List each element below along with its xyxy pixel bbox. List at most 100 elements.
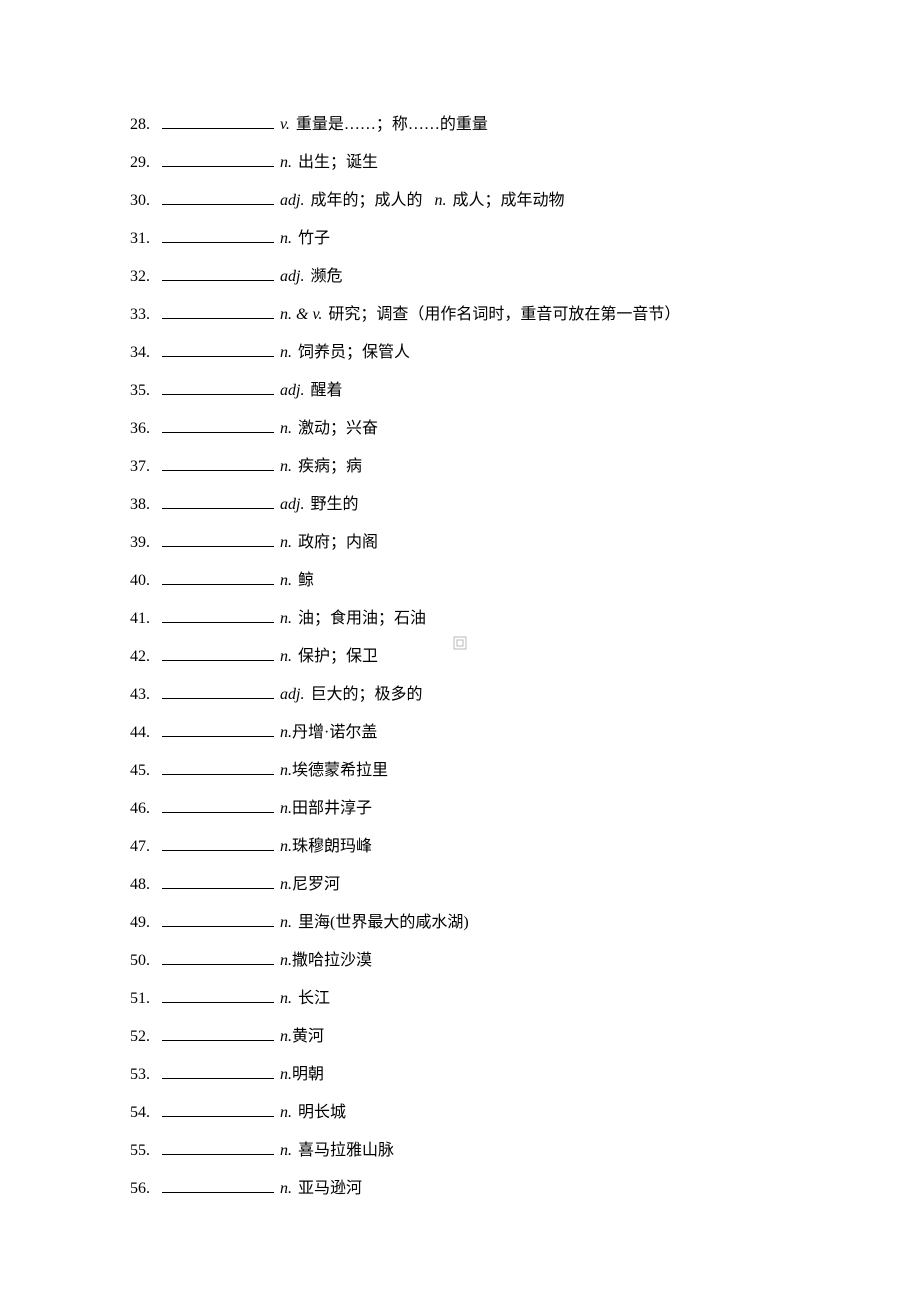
- fill-in-blank: [162, 723, 274, 737]
- vocab-row: 32. adj. 濒危: [130, 267, 920, 285]
- definition: 尼罗河: [292, 877, 340, 893]
- vocab-row: 33.n. & v. 研究；调查（用作名词时，重音可放在第一音节）: [130, 305, 920, 323]
- definition: 喜马拉雅山脉: [298, 1143, 394, 1159]
- vocab-row: 40.n.鲸: [130, 571, 920, 589]
- vocab-row: 35. adj. 醒着: [130, 381, 920, 399]
- entry-number: 56.: [130, 1181, 160, 1197]
- entry-number: 47.: [130, 839, 160, 855]
- part-of-speech: n.: [280, 1067, 292, 1083]
- vocab-row: 29.n.出生；诞生: [130, 153, 920, 171]
- vocab-row: 53.n.明朝: [130, 1065, 920, 1083]
- entry-number: 50.: [130, 953, 160, 969]
- part-of-speech: v.: [280, 117, 290, 133]
- vocab-row: 43. adj. 巨大的；极多的: [130, 685, 920, 703]
- definition: 鲸: [298, 573, 314, 589]
- part-of-speech: adj.: [280, 269, 304, 285]
- vocab-row: 42.n.保护；保卫: [130, 647, 920, 665]
- vocab-row: 52.n.黄河: [130, 1027, 920, 1045]
- entry-number: 32.: [130, 269, 160, 285]
- entry-number: 28.: [130, 117, 160, 133]
- vocab-row: 28. v. 重量是……；称……的重量: [130, 115, 920, 133]
- entry-number: 42.: [130, 649, 160, 665]
- definition: 重量是……；称……的重量: [296, 117, 488, 133]
- part-of-speech: n.: [280, 611, 292, 627]
- entry-number: 51.: [130, 991, 160, 1007]
- part-of-speech: n.: [280, 953, 292, 969]
- entry-number: 54.: [130, 1105, 160, 1121]
- definition: 政府；内阁: [298, 535, 378, 551]
- fill-in-blank: [162, 419, 274, 433]
- part-of-speech: adj.: [280, 687, 304, 703]
- vocab-row: 45.n.埃德蒙希拉里: [130, 761, 920, 779]
- fill-in-blank: [162, 229, 274, 243]
- fill-in-blank: [162, 115, 274, 129]
- definition: 撒哈拉沙漠: [292, 953, 372, 969]
- entry-number: 33.: [130, 307, 160, 323]
- fill-in-blank: [162, 305, 274, 319]
- fill-in-blank: [162, 457, 274, 471]
- part-of-speech: n.: [280, 1181, 292, 1197]
- vocab-row: 46.n.田部井淳子: [130, 799, 920, 817]
- definition: 醒着: [310, 383, 342, 399]
- part-of-speech: n.: [280, 725, 292, 741]
- entry-number: 49.: [130, 915, 160, 931]
- fill-in-blank: [162, 343, 274, 357]
- fill-in-blank: [162, 685, 274, 699]
- entry-number: 40.: [130, 573, 160, 589]
- part-of-speech: n.: [280, 801, 292, 817]
- fill-in-blank: [162, 571, 274, 585]
- entry-number: 38.: [130, 497, 160, 513]
- fill-in-blank: [162, 1065, 274, 1079]
- part-of-speech: adj.: [280, 383, 304, 399]
- definition: 濒危: [310, 269, 342, 285]
- part-of-speech: n.: [280, 839, 292, 855]
- part-of-speech: n.: [280, 1143, 292, 1159]
- part-of-speech: adj.: [280, 497, 304, 513]
- fill-in-blank: [162, 533, 274, 547]
- vocab-row: 36.n.激动；兴奋: [130, 419, 920, 437]
- fill-in-blank: [162, 951, 274, 965]
- part-of-speech: n.: [280, 763, 292, 779]
- entry-number: 44.: [130, 725, 160, 741]
- definition: 长江: [298, 991, 330, 1007]
- part-of-speech: adj.: [280, 193, 304, 209]
- part-of-speech: n.: [280, 1105, 292, 1121]
- vocab-row: 34.n.饲养员；保管人: [130, 343, 920, 361]
- entry-number: 39.: [130, 535, 160, 551]
- definition: 成年的；成人的: [310, 193, 422, 209]
- fill-in-blank: [162, 495, 274, 509]
- definition: 保护；保卫: [298, 649, 378, 665]
- vocab-row: 38. adj. 野生的: [130, 495, 920, 513]
- vocab-row: 44.n.丹增·诺尔盖: [130, 723, 920, 741]
- entry-number: 37.: [130, 459, 160, 475]
- part-of-speech: n. & v.: [280, 307, 322, 323]
- part-of-speech: n.: [280, 421, 292, 437]
- fill-in-blank: [162, 1179, 274, 1193]
- definition: 巨大的；极多的: [310, 687, 422, 703]
- part-of-speech: n.: [280, 535, 292, 551]
- vocab-row: 48. n.尼罗河: [130, 875, 920, 893]
- part-of-speech: n.: [434, 193, 446, 209]
- entry-number: 36.: [130, 421, 160, 437]
- vocab-row: 49.n. 里海(世界最大的咸水湖): [130, 913, 920, 931]
- definition: 野生的: [310, 497, 358, 513]
- fill-in-blank: [162, 837, 274, 851]
- entry-number: 41.: [130, 611, 160, 627]
- definition: 亚马逊河: [298, 1181, 362, 1197]
- entry-number: 35.: [130, 383, 160, 399]
- entry-number: 55.: [130, 1143, 160, 1159]
- entry-number: 29.: [130, 155, 160, 171]
- definition: 油；食用油；石油: [298, 611, 426, 627]
- definition: 出生；诞生: [298, 155, 378, 171]
- part-of-speech: n.: [280, 877, 292, 893]
- fill-in-blank: [162, 761, 274, 775]
- page-marker-icon: [453, 636, 467, 650]
- entry-number: 43.: [130, 687, 160, 703]
- entry-number: 48.: [130, 877, 160, 893]
- definition: 田部井淳子: [292, 801, 372, 817]
- vocab-row: 31.n.竹子: [130, 229, 920, 247]
- vocab-row: 47.n.珠穆朗玛峰: [130, 837, 920, 855]
- entry-number: 34.: [130, 345, 160, 361]
- vocab-row: 37.n.疾病；病: [130, 457, 920, 475]
- definition: 明朝: [292, 1067, 324, 1083]
